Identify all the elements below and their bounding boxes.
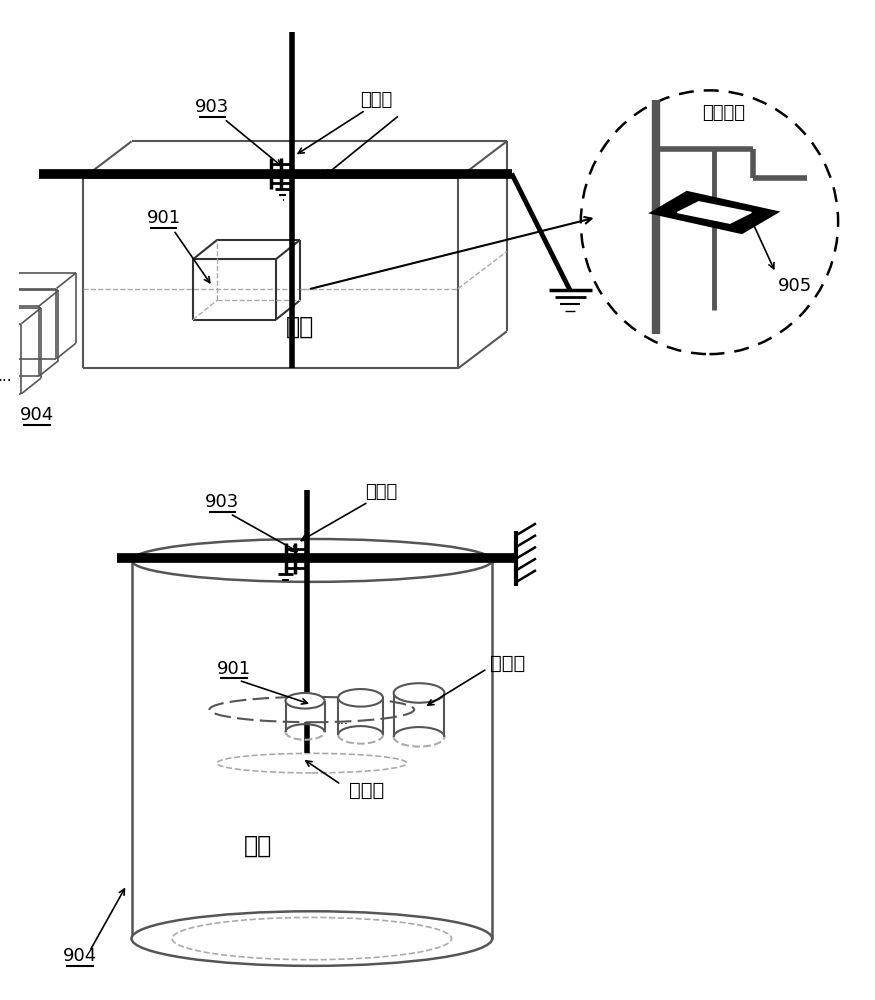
Text: 903: 903: [205, 493, 239, 511]
Text: 901: 901: [217, 660, 251, 678]
Text: 平移轴: 平移轴: [366, 483, 397, 501]
Ellipse shape: [285, 693, 325, 709]
Text: 液氮: 液氮: [244, 834, 272, 858]
Text: 904: 904: [63, 947, 97, 965]
Text: 液氮: 液氮: [286, 315, 314, 339]
Text: ...: ...: [0, 369, 12, 384]
Polygon shape: [677, 202, 752, 223]
Text: 旋转轴: 旋转轴: [349, 781, 384, 800]
Text: 905: 905: [778, 277, 812, 295]
Text: 子容器柄: 子容器柄: [703, 104, 746, 122]
Text: 903: 903: [195, 98, 229, 116]
Ellipse shape: [209, 697, 414, 722]
Text: 904: 904: [20, 406, 54, 424]
Ellipse shape: [131, 539, 492, 582]
Text: 平移轴: 平移轴: [360, 91, 393, 109]
Ellipse shape: [394, 683, 444, 703]
Text: 子容器: 子容器: [490, 654, 525, 673]
Ellipse shape: [581, 90, 838, 354]
Ellipse shape: [131, 911, 492, 966]
Ellipse shape: [338, 689, 383, 707]
Text: 901: 901: [147, 209, 181, 227]
Text: ...: ...: [337, 714, 349, 727]
Polygon shape: [654, 193, 774, 232]
